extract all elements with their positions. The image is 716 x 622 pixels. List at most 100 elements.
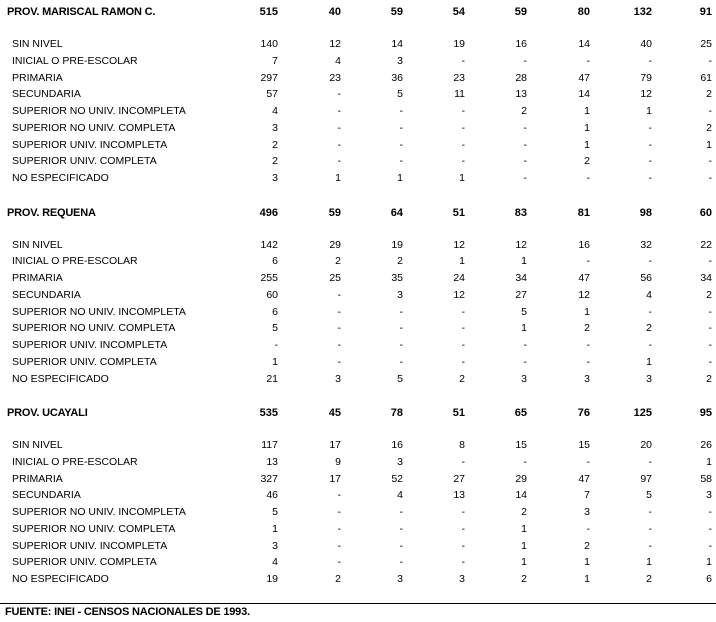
value-cell: -: [461, 155, 466, 167]
value-cell: 2: [646, 573, 652, 585]
value-cell: 2: [459, 373, 465, 385]
table-row: PRIMARIA 327 17 52 27 29 47 97 58: [0, 471, 716, 487]
table-row: SUPERIOR UNIV. COMPLETA 2 - - - - 2 - -: [0, 153, 716, 169]
value-cell: -: [648, 306, 653, 318]
province-header-row: PROV. MARISCAL RAMON C. 515 40 59 54 59 80 132 9…: [0, 4, 716, 20]
row-label: SUPERIOR UNIV. INCOMPLETA: [12, 540, 168, 552]
value-cell: -: [708, 172, 713, 184]
province-name: PROV. REQUENA: [7, 207, 96, 219]
value-cell: -: [337, 356, 342, 368]
value-cell: -: [648, 155, 653, 167]
value-cell: -: [708, 255, 713, 267]
value-cell: 4: [272, 105, 278, 117]
value-cell: 16: [391, 439, 403, 451]
value-cell: 297: [260, 72, 278, 84]
value-cell: 142: [260, 239, 278, 251]
value-cell: 5: [521, 306, 527, 318]
value-cell: -: [648, 172, 653, 184]
source-note: FUENTE: INEI - CENSOS NACIONALES DE 1993…: [5, 606, 250, 618]
value-cell: -: [399, 122, 404, 134]
value-cell: 1: [459, 172, 465, 184]
value-cell: 3: [272, 122, 278, 134]
value-cell: 3: [459, 573, 465, 585]
value-cell: 2: [521, 573, 527, 585]
value-cell: -: [586, 55, 591, 67]
total-cell: 98: [639, 207, 652, 219]
value-cell: 24: [453, 272, 465, 284]
row-label: INICIAL O PRE-ESCOLAR: [12, 55, 138, 67]
value-cell: 56: [640, 272, 652, 284]
value-cell: -: [399, 322, 404, 334]
province-name: PROV. MARISCAL RAMON C.: [7, 6, 156, 18]
value-cell: 46: [266, 489, 278, 501]
total-cell: 132: [633, 6, 652, 18]
value-cell: -: [586, 172, 591, 184]
table-row: SUPERIOR NO UNIV. INCOMPLETA 5 - - - 2 3 - -: [0, 504, 716, 520]
value-cell: 1: [521, 556, 527, 568]
value-cell: 23: [329, 72, 341, 84]
value-cell: 6: [272, 255, 278, 267]
value-cell: 1: [584, 306, 590, 318]
value-cell: -: [648, 55, 653, 67]
value-cell: 1: [646, 556, 652, 568]
table-row: SUPERIOR NO UNIV. COMPLETA 3 - - - - 1 - 2: [0, 120, 716, 136]
value-cell: 1: [584, 139, 590, 151]
value-cell: 12: [578, 289, 590, 301]
value-cell: -: [337, 306, 342, 318]
row-label: NO ESPECIFICADO: [12, 573, 109, 585]
value-cell: 28: [515, 72, 527, 84]
table-row: PRIMARIA 255 25 35 24 34 47 56 34: [0, 270, 716, 286]
value-cell: 29: [515, 473, 527, 485]
table-row: PRIMARIA 297 23 36 23 28 47 79 61: [0, 70, 716, 86]
value-cell: 3: [272, 172, 278, 184]
value-cell: 13: [515, 88, 527, 100]
row-label: PRIMARIA: [12, 72, 63, 84]
value-cell: 2: [706, 289, 712, 301]
value-cell: -: [337, 155, 342, 167]
value-cell: 14: [391, 38, 403, 50]
value-cell: 1: [521, 540, 527, 552]
value-cell: 3: [272, 540, 278, 552]
value-cell: 9: [335, 456, 341, 468]
value-cell: -: [708, 105, 713, 117]
row-label: INICIAL O PRE-ESCOLAR: [12, 255, 138, 267]
total-cell: 91: [699, 6, 712, 18]
value-cell: -: [461, 122, 466, 134]
value-cell: 4: [397, 489, 403, 501]
value-cell: 3: [397, 573, 403, 585]
value-cell: -: [337, 88, 342, 100]
value-cell: 1: [646, 105, 652, 117]
value-cell: 3: [646, 373, 652, 385]
value-cell: 3: [397, 456, 403, 468]
row-label: SUPERIOR UNIV. INCOMPLETA: [12, 139, 168, 151]
table-row: SUPERIOR UNIV. INCOMPLETA 2 - - - - 1 - 1: [0, 137, 716, 153]
total-cell: 54: [452, 6, 465, 18]
value-cell: -: [708, 540, 713, 552]
value-cell: 1: [459, 255, 465, 267]
value-cell: 3: [397, 289, 403, 301]
value-cell: 25: [700, 38, 712, 50]
value-cell: -: [274, 339, 279, 351]
table-row: SIN NIVEL 140 12 14 19 16 14 40 25: [0, 36, 716, 52]
value-cell: -: [461, 556, 466, 568]
value-cell: -: [337, 339, 342, 351]
value-cell: -: [399, 105, 404, 117]
value-cell: -: [399, 523, 404, 535]
value-cell: 1: [584, 122, 590, 134]
row-label: SUPERIOR NO UNIV. COMPLETA: [12, 322, 176, 334]
value-cell: -: [461, 339, 466, 351]
value-cell: 2: [706, 88, 712, 100]
value-cell: 6: [706, 573, 712, 585]
value-cell: 52: [391, 473, 403, 485]
value-cell: 255: [260, 272, 278, 284]
value-cell: 47: [578, 272, 590, 284]
value-cell: 32: [640, 239, 652, 251]
value-cell: -: [461, 456, 466, 468]
value-cell: 97: [640, 473, 652, 485]
value-cell: 1: [521, 255, 527, 267]
value-cell: 1: [272, 523, 278, 535]
value-cell: 2: [397, 255, 403, 267]
value-cell: -: [648, 540, 653, 552]
table-row: SUPERIOR NO UNIV. COMPLETA 5 - - - 1 2 2 -: [0, 320, 716, 336]
row-label: SECUNDARIA: [12, 88, 81, 100]
